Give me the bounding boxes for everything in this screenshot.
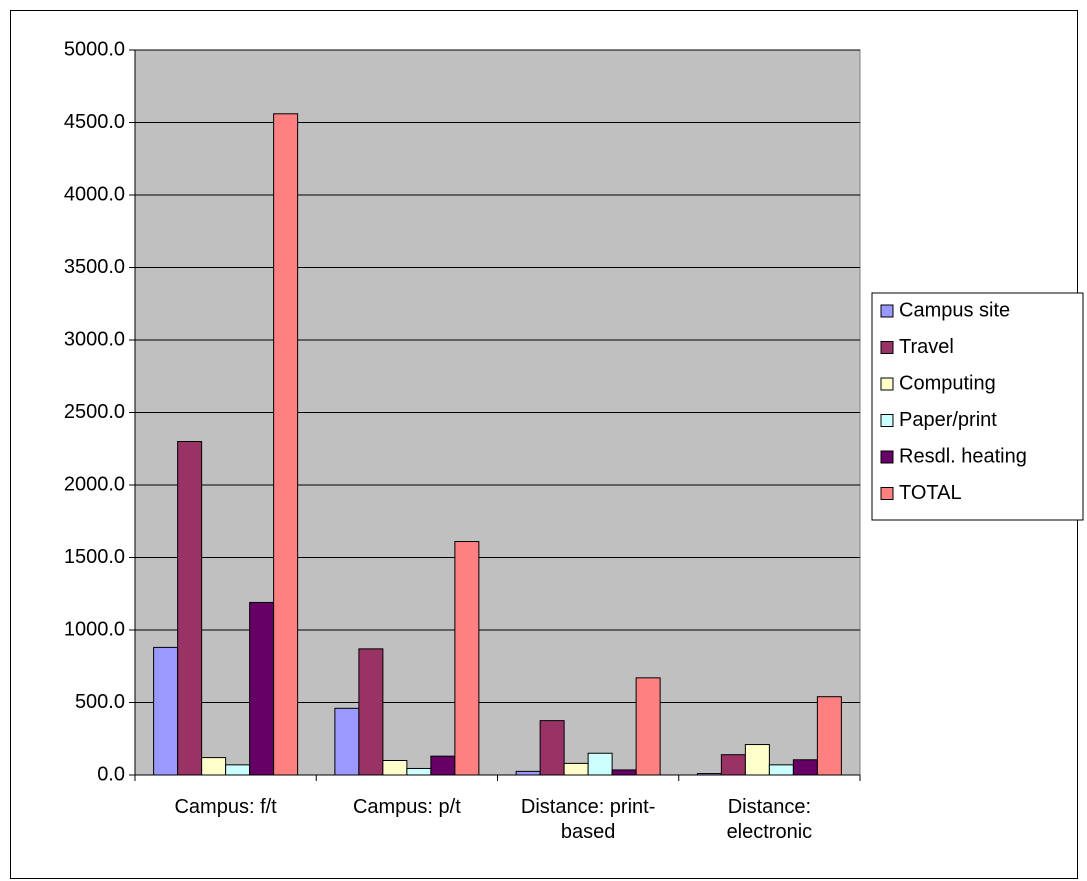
y-tick-label: 2000.0 bbox=[64, 473, 125, 495]
x-tick-label: Campus: f/t bbox=[174, 796, 277, 818]
bar bbox=[177, 441, 203, 776]
legend-swatch bbox=[880, 377, 894, 391]
bar bbox=[539, 720, 565, 776]
bar bbox=[153, 646, 179, 776]
legend-box bbox=[871, 292, 1084, 521]
y-tick-label: 1500.0 bbox=[64, 546, 125, 568]
bar bbox=[430, 755, 456, 776]
bar bbox=[816, 696, 842, 776]
y-tick-label: 4000.0 bbox=[64, 183, 125, 205]
y-tick-label: 0.0 bbox=[97, 763, 125, 785]
legend-label: Travel bbox=[899, 336, 954, 358]
legend-label: Paper/print bbox=[899, 409, 997, 431]
x-tick-label: Distance: print-based bbox=[520, 796, 656, 843]
bar bbox=[201, 757, 227, 776]
bar bbox=[406, 767, 432, 776]
y-tick-label: 1000.0 bbox=[64, 618, 125, 640]
y-tick-label: 5000.0 bbox=[64, 38, 125, 60]
bar bbox=[273, 113, 299, 776]
y-tick-label: 2500.0 bbox=[64, 401, 125, 423]
y-tick-label: 3500.0 bbox=[64, 256, 125, 278]
legend-swatch bbox=[880, 304, 894, 318]
bar bbox=[635, 677, 661, 776]
legend-swatch bbox=[880, 487, 894, 500]
legend-label: Resdl. heating bbox=[899, 445, 1027, 467]
x-tick-label: Distance: electronic bbox=[726, 796, 813, 843]
bar bbox=[334, 707, 360, 776]
legend-swatch bbox=[880, 450, 894, 464]
bar bbox=[792, 759, 818, 776]
bar bbox=[587, 752, 613, 776]
bar bbox=[515, 770, 541, 776]
legend-label: Campus site bbox=[899, 299, 1010, 321]
bar bbox=[249, 601, 275, 776]
bar bbox=[225, 764, 251, 776]
y-tick-label: 4500.0 bbox=[64, 111, 125, 133]
y-tick-label: 500.0 bbox=[75, 691, 125, 713]
legend-label: TOTAL bbox=[899, 482, 962, 504]
legend-swatch bbox=[880, 414, 894, 427]
bar bbox=[358, 648, 384, 776]
bar bbox=[768, 764, 794, 776]
legend-swatch bbox=[880, 341, 894, 354]
bar bbox=[720, 754, 746, 776]
bar bbox=[563, 762, 589, 776]
y-tick-label: 3000.0 bbox=[64, 328, 125, 350]
bar bbox=[454, 541, 480, 776]
bar bbox=[382, 760, 408, 776]
bar bbox=[611, 769, 637, 776]
bar bbox=[744, 744, 770, 776]
x-tick-label: Campus: p/t bbox=[352, 796, 461, 818]
legend-label: Computing bbox=[899, 372, 996, 394]
